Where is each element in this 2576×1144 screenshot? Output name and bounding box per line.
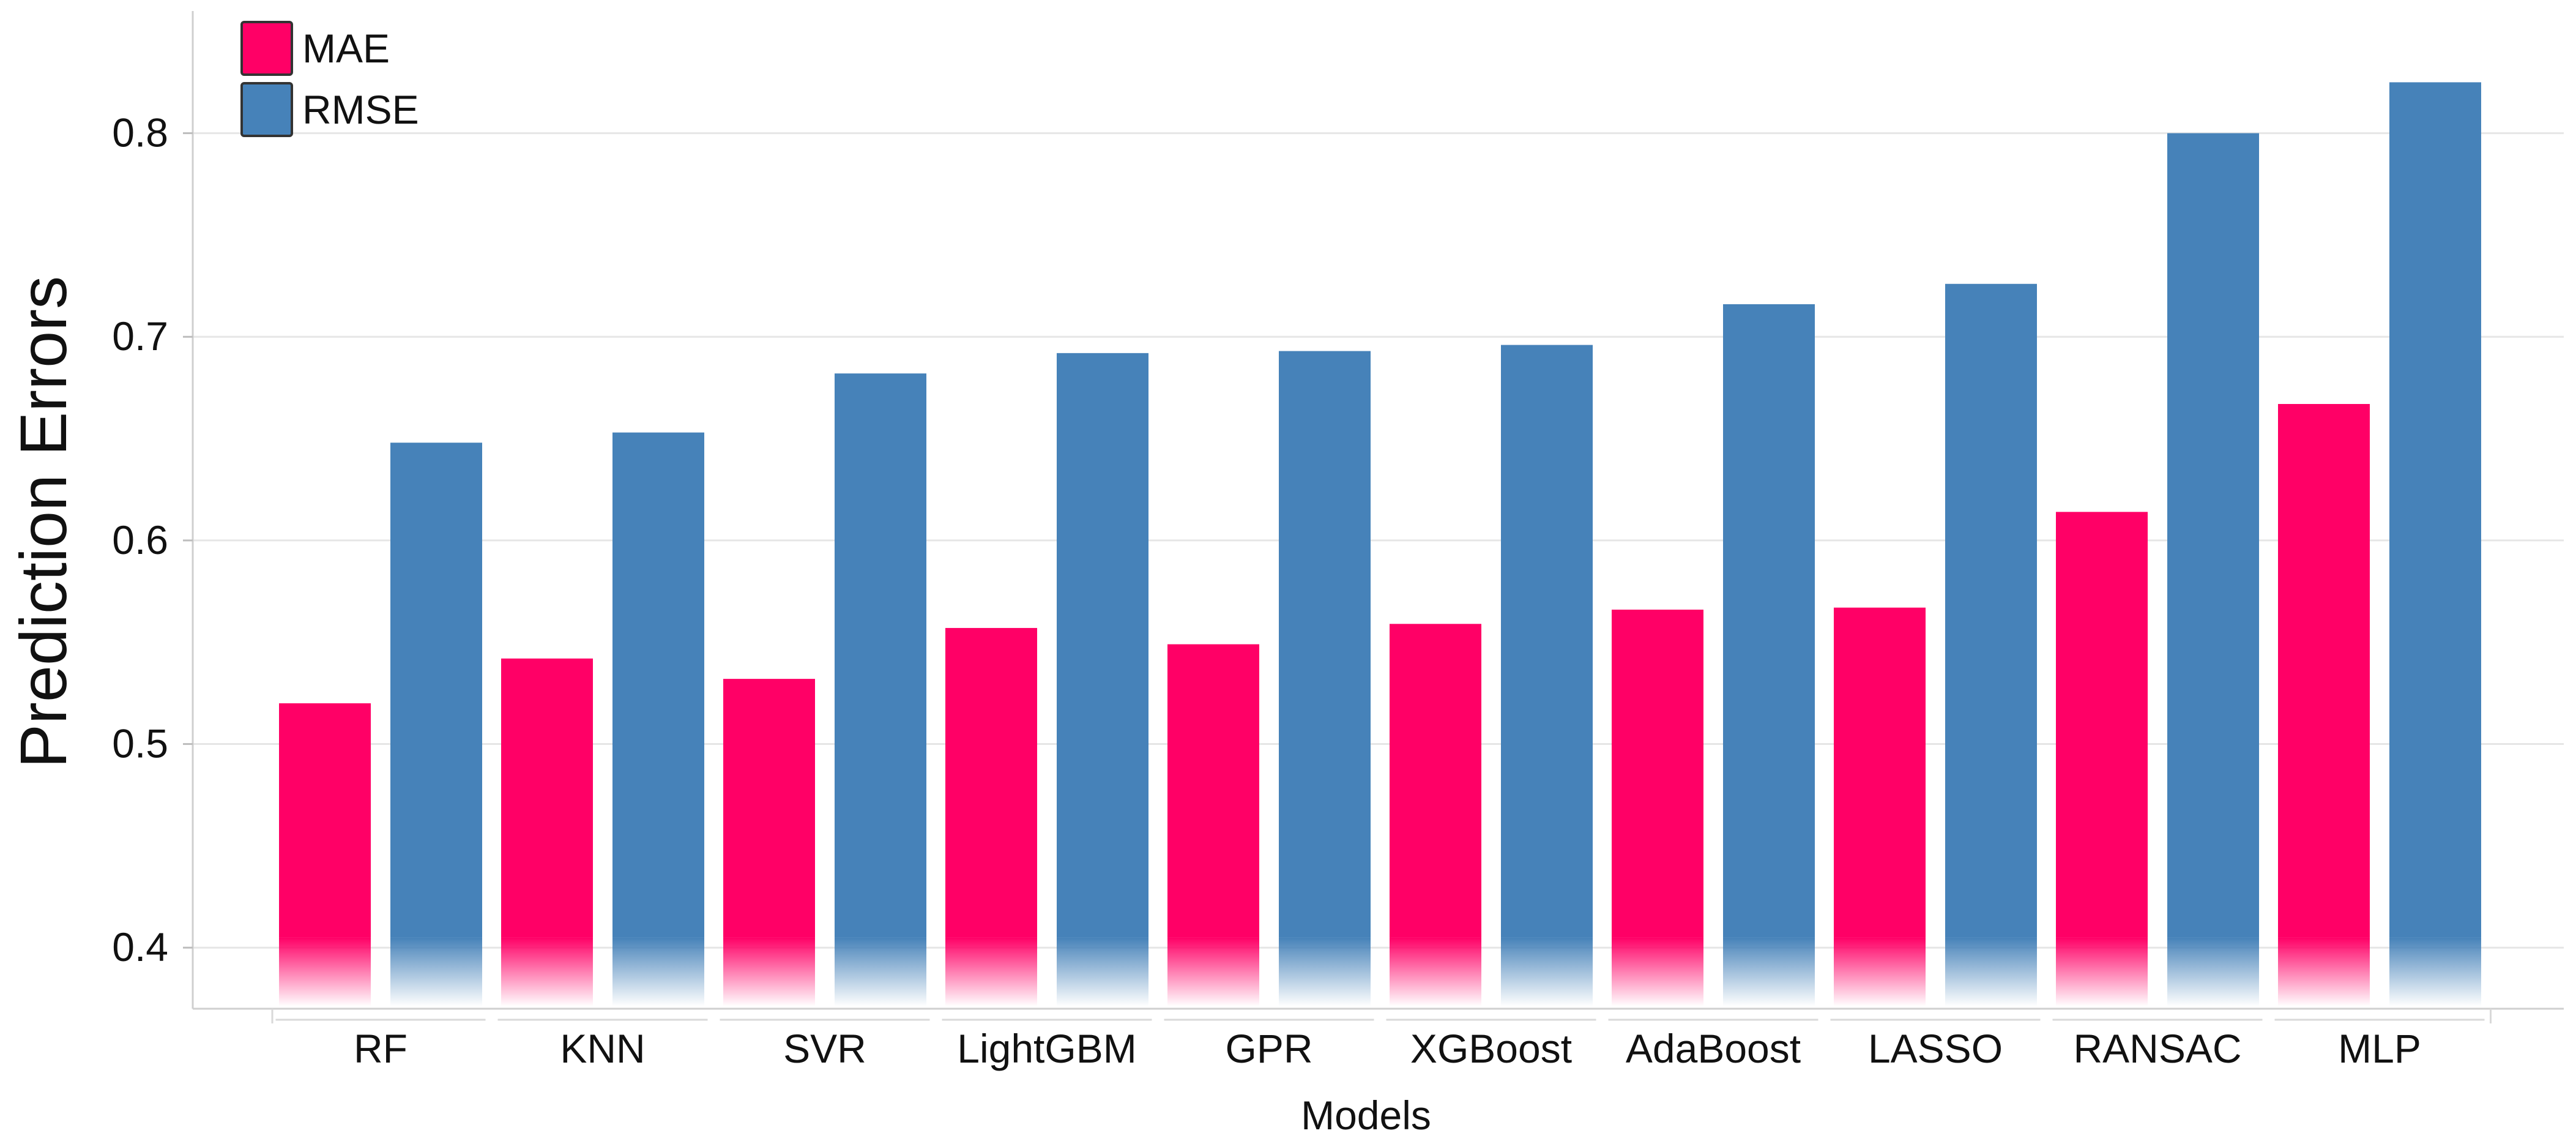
bar-body xyxy=(1945,283,2037,938)
bar-body xyxy=(2167,133,2259,938)
legend-label: MAE xyxy=(302,26,390,71)
bar-body xyxy=(1057,353,1148,938)
bar-body xyxy=(279,703,371,938)
bar-fade xyxy=(2278,937,2370,1006)
rmse-bar-mlp xyxy=(2389,82,2481,1006)
axes xyxy=(192,11,2564,1010)
bar-body xyxy=(1167,644,1259,938)
mae-bar-ransac xyxy=(2056,512,2148,1006)
bar-body xyxy=(723,679,815,938)
legend-item-rmse: RMSE xyxy=(240,82,419,137)
bar-body xyxy=(1501,345,1593,938)
bar-body xyxy=(390,443,482,938)
mae-bar-lasso xyxy=(1834,607,1926,1006)
legend-item-mae: MAE xyxy=(240,21,390,76)
mae-bar-mlp xyxy=(2278,404,2370,1006)
y-tick-label: 0.5 xyxy=(112,721,168,766)
rmse-bar-gpr xyxy=(1279,351,1371,1006)
x-tick-label: MLP xyxy=(2338,1026,2421,1071)
bar-fade xyxy=(1723,937,1815,1006)
bar-fade xyxy=(945,937,1037,1006)
bar-body xyxy=(2278,404,2370,938)
bar-fade xyxy=(1390,937,1481,1006)
bar-body xyxy=(1390,624,1481,938)
rmse-bar-lightgbm xyxy=(1057,353,1148,1006)
x-tick-label: SVR xyxy=(783,1026,866,1071)
mae-bar-svr xyxy=(723,679,815,1006)
rmse-bar-knn xyxy=(612,432,704,1006)
y-tick-label: 0.8 xyxy=(112,110,168,155)
mae-bar-gpr xyxy=(1167,644,1259,1006)
y-axis-ticks: 0.4 0.5 0.6 0.7 0.8 xyxy=(112,110,193,970)
x-tick-label: RANSAC xyxy=(2073,1026,2241,1071)
bar-fade xyxy=(2056,937,2148,1006)
y-tick-label: 0.6 xyxy=(112,517,168,563)
x-tick-label: GPR xyxy=(1225,1026,1312,1071)
mae-bar-knn xyxy=(501,658,593,1006)
bar-body xyxy=(1612,610,1703,938)
x-tick-label: KNN xyxy=(560,1026,645,1071)
legend-label: RMSE xyxy=(302,87,419,132)
legend-swatch xyxy=(240,82,293,137)
rmse-bar-adaboost xyxy=(1723,304,1815,1006)
bar-fade xyxy=(279,937,371,1006)
y-tick-label: 0.4 xyxy=(112,924,168,970)
x-tick-label: LightGBM xyxy=(957,1026,1136,1071)
rmse-bar-svr xyxy=(835,373,926,1006)
rmse-bar-ransac xyxy=(2167,133,2259,1006)
bar-fade xyxy=(1057,937,1148,1006)
x-axis-title: Models xyxy=(1301,1093,1431,1138)
rmse-bar-rf xyxy=(390,443,482,1006)
mae-bar-adaboost xyxy=(1612,610,1703,1006)
bar-body xyxy=(1279,351,1371,938)
bar-fade xyxy=(612,937,704,1006)
bar-body xyxy=(1723,304,1815,938)
bar-fade xyxy=(2167,937,2259,1006)
x-tick-label: RF xyxy=(354,1026,408,1071)
bar-fade xyxy=(1279,937,1371,1006)
bar-body xyxy=(1834,607,1926,938)
bar-fade xyxy=(723,937,815,1006)
bar-fade xyxy=(1501,937,1593,1006)
bar-fade xyxy=(835,937,926,1006)
bar-fade xyxy=(501,937,593,1006)
bar-fade xyxy=(1945,937,2037,1006)
rmse-bar-xgboost xyxy=(1501,345,1593,1006)
rmse-bar-lasso xyxy=(1945,283,2037,1006)
x-tick-label: LASSO xyxy=(1868,1026,2003,1071)
bar-fade xyxy=(2389,937,2481,1006)
legend: MAE RMSE xyxy=(240,21,419,137)
bar-fade xyxy=(1167,937,1259,1006)
bar-fade xyxy=(1612,937,1703,1006)
bar-fade xyxy=(1834,937,1926,1006)
x-axis-ticks: RF KNN SVR LightGBM GPR XGBoost AdaBoost LASSO R… xyxy=(271,1009,2492,1071)
bar-body xyxy=(612,432,704,938)
bar-body xyxy=(945,627,1037,938)
bar-body xyxy=(2389,82,2481,938)
y-axis-title: Prediction Errors xyxy=(6,276,80,768)
legend-swatch xyxy=(240,21,293,76)
mae-bar-lightgbm xyxy=(945,627,1037,1006)
x-tick-label: AdaBoost xyxy=(1626,1026,1801,1071)
mae-bar-rf xyxy=(279,703,371,1006)
bar-body xyxy=(835,373,926,938)
bar-body xyxy=(501,658,593,938)
y-tick-label: 0.7 xyxy=(112,313,168,359)
bar-fade xyxy=(390,937,482,1006)
bars xyxy=(279,82,2481,1006)
bar-body xyxy=(2056,512,2148,938)
x-tick-label: XGBoost xyxy=(1410,1026,1572,1071)
mae-bar-xgboost xyxy=(1390,624,1481,1006)
